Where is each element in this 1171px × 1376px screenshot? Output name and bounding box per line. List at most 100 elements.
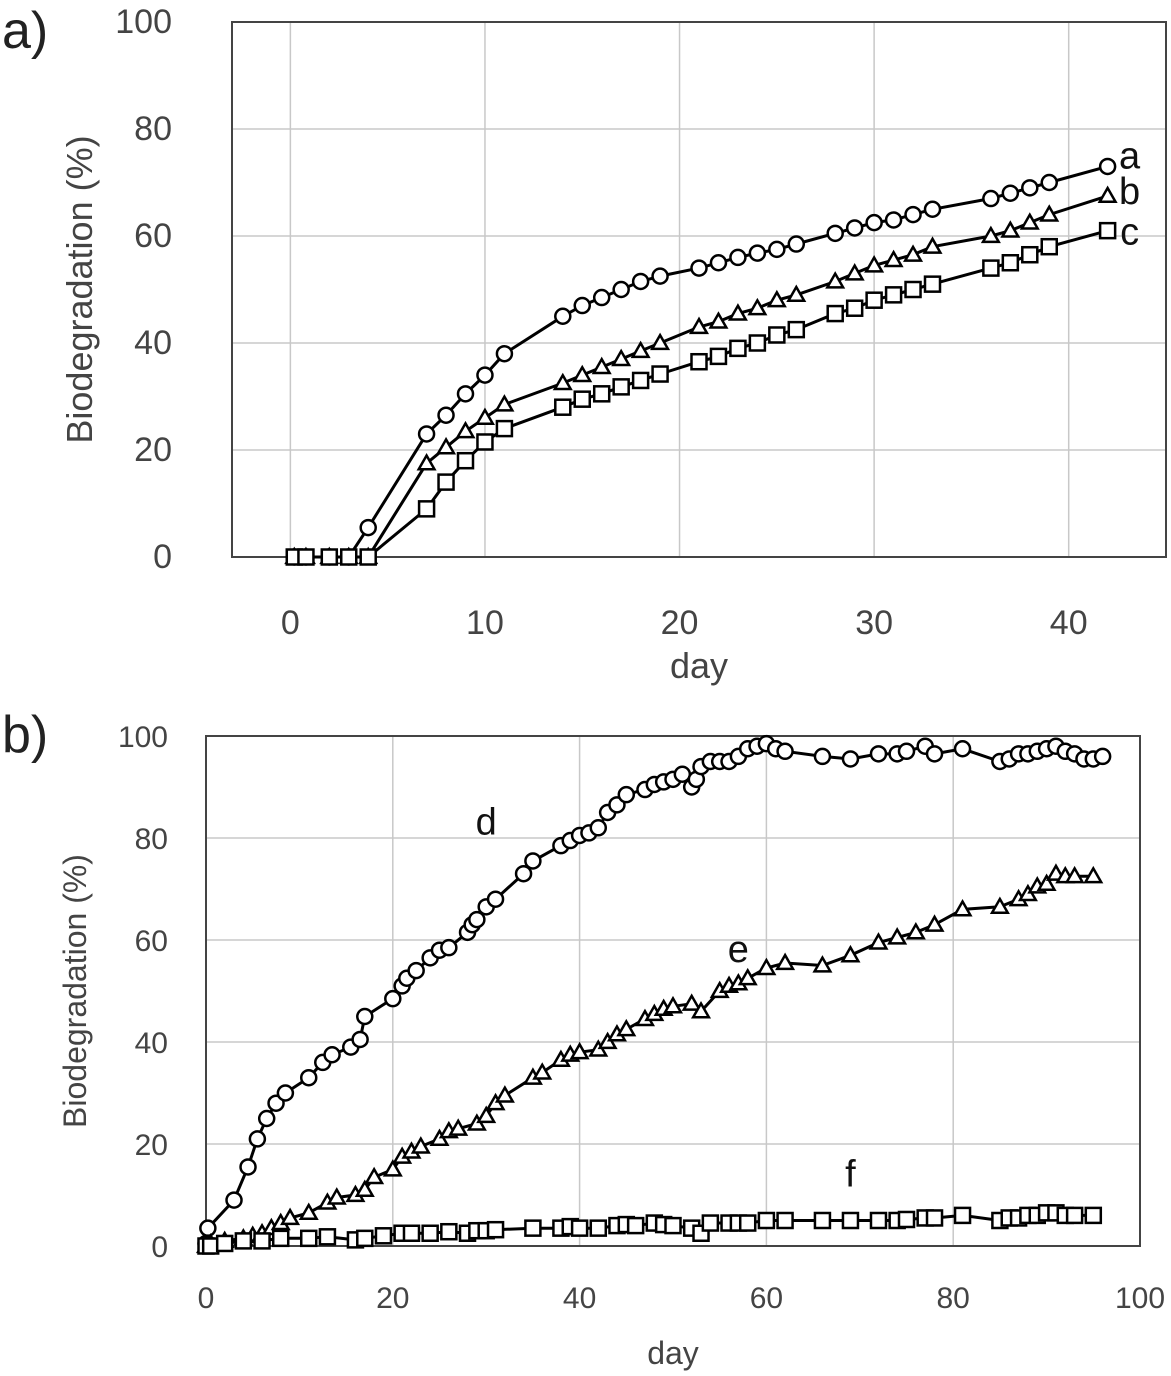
data-point-d (199, 1219, 217, 1237)
data-point-f (626, 1216, 645, 1235)
data-point-c (845, 299, 864, 317)
data-point-f (701, 1214, 720, 1232)
series-label-c: c (1120, 212, 1139, 254)
data-point-b (980, 225, 1001, 244)
data-point-e (812, 955, 833, 973)
x-axis-title: day (647, 1335, 699, 1371)
data-point-a (592, 288, 611, 307)
y-tick-label: 0 (153, 538, 172, 576)
data-point-a (845, 219, 864, 237)
data-point-d (897, 742, 916, 761)
data-point-b (552, 372, 573, 391)
data-point-b (786, 284, 807, 303)
data-point-c (923, 275, 942, 293)
x-tick-label: 30 (855, 604, 893, 642)
data-point-d (323, 1046, 341, 1064)
data-point-f (201, 1237, 220, 1255)
data-point-b (455, 420, 476, 439)
data-point-c (1021, 245, 1039, 264)
data-point-d (925, 745, 944, 763)
data-point-f (776, 1211, 794, 1230)
series-line-d (204, 742, 1104, 1244)
data-point-a (1098, 157, 1117, 176)
data-point-e (690, 1001, 712, 1019)
y-tick-label: 100 (115, 3, 172, 41)
data-point-c (709, 347, 728, 366)
data-point-e (532, 1062, 553, 1080)
data-point-e (952, 899, 973, 917)
data-point-d (468, 910, 486, 929)
data-point-c (612, 378, 630, 396)
data-point-d (953, 740, 972, 758)
data-point-c (904, 280, 922, 299)
data-point-e (989, 896, 1010, 915)
data-point-a (456, 385, 475, 403)
panel-label: b) (2, 706, 48, 764)
data-point-d (524, 852, 542, 870)
data-point-e (840, 944, 861, 963)
data-point-c (456, 451, 475, 470)
data-point-e (662, 995, 684, 1014)
data-point-f (356, 1229, 374, 1248)
data-point-d (486, 890, 505, 908)
data-point-b (650, 332, 671, 351)
data-point-f (869, 1211, 888, 1230)
data-point-d (356, 1007, 374, 1026)
data-point-c (573, 390, 591, 408)
data-point-a (1021, 179, 1039, 197)
data-point-f (299, 1229, 318, 1248)
data-point-a (1040, 173, 1058, 192)
data-point-f (897, 1210, 916, 1229)
chart-panel-a: a) 0 10 20 30 40 0 20 40 60 80 100 day Biodegradation… (2, 2, 1167, 686)
data-point-e (354, 1179, 375, 1198)
data-point-b (494, 394, 515, 412)
data-point-e (905, 921, 926, 940)
data-point-f (1065, 1206, 1084, 1225)
data-point-e (1036, 873, 1057, 892)
data-point-d (407, 961, 425, 980)
series-label-e: e (728, 929, 749, 971)
data-point-a (573, 296, 591, 315)
x-tick-label: 60 (750, 1282, 783, 1315)
data-point-c (359, 548, 377, 566)
data-point-b (1019, 212, 1040, 230)
x-tick-label: 40 (1050, 604, 1088, 642)
data-point-f (925, 1209, 944, 1227)
data-point-a (612, 280, 630, 299)
data-point-a (729, 248, 747, 267)
series-d: d (197, 734, 1112, 1253)
data-point-c (826, 304, 844, 323)
data-point-c (340, 548, 358, 566)
data-point-d (841, 750, 860, 768)
data-point-e (298, 1202, 319, 1221)
data-point-f (440, 1222, 458, 1241)
data-point-d (384, 989, 402, 1008)
series-b: b (284, 171, 1140, 565)
y-axis-title: Biodegradation (%) (57, 854, 93, 1128)
data-point-e (681, 993, 702, 1011)
data-point-d (440, 938, 458, 957)
data-point-e (1064, 865, 1085, 884)
data-point-e (280, 1207, 301, 1226)
data-point-f (234, 1232, 253, 1250)
data-point-d (1093, 747, 1112, 766)
data-point-d (589, 819, 608, 837)
series-label-d: d (476, 802, 497, 844)
data-point-c (865, 291, 883, 309)
y-tick-label: 80 (135, 823, 168, 856)
data-point-f (524, 1219, 542, 1237)
data-point-b (922, 236, 943, 254)
data-point-b (766, 289, 787, 308)
data-point-b (630, 340, 651, 359)
data-point-b (688, 316, 710, 335)
data-point-f (757, 1211, 776, 1230)
chart-panel-b: b) 0 20 40 60 80 100 0 20 40 60 80 100 day Biodegradat… (2, 706, 1165, 1371)
data-point-a (768, 240, 786, 259)
data-point-a (826, 224, 844, 243)
data-point-f (486, 1220, 505, 1239)
data-point-c (884, 286, 903, 304)
data-point-f (374, 1227, 393, 1245)
data-point-e (887, 927, 908, 945)
data-point-c (554, 398, 572, 416)
